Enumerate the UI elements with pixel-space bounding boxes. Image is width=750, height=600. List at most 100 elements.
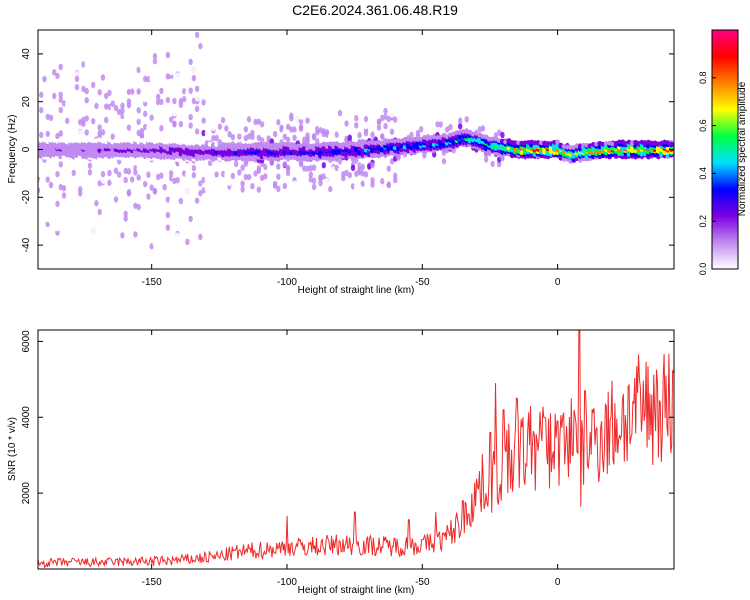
spectrogram-panel: -150 -100 -50 0 -40 -20 0 20 40 Height of strai… <box>7 29 675 296</box>
heat-cell <box>84 115 89 122</box>
heat-cell <box>120 107 125 114</box>
heat-cell <box>178 101 184 109</box>
heat-cell <box>74 63 80 71</box>
heat-cell <box>250 182 255 190</box>
y-tick-label: 0 <box>21 146 32 152</box>
heat-cell <box>188 215 193 223</box>
heat-cell <box>370 162 375 169</box>
heat-cell <box>243 173 249 181</box>
heat-cell <box>129 176 135 183</box>
heat-cell <box>142 55 148 63</box>
heat-cell <box>224 183 229 191</box>
heat-cell <box>58 130 63 137</box>
heat-cell <box>227 163 232 170</box>
heat-cell <box>38 102 41 109</box>
heat-cell <box>201 60 206 67</box>
heat-cell <box>298 118 304 125</box>
heat-cell <box>380 133 385 140</box>
heat-cell <box>61 224 67 231</box>
heat-cell <box>370 181 375 188</box>
heat-cell <box>214 112 219 120</box>
heat-cell <box>78 41 83 48</box>
heat-cell <box>146 264 151 269</box>
heat-cell <box>81 30 86 35</box>
heat-cell <box>65 73 70 80</box>
heat-cell <box>165 51 171 59</box>
heat-cell <box>104 103 109 110</box>
heat-cell <box>162 38 167 45</box>
heat-cell <box>318 165 323 172</box>
heat-cell <box>110 39 115 47</box>
heat-cell <box>194 128 200 135</box>
heat-cell <box>42 30 47 35</box>
heat-cell <box>68 37 73 44</box>
heat-cell <box>298 124 304 131</box>
heat-cell <box>39 107 44 114</box>
heat-cell <box>383 122 388 130</box>
x-tick-label: -50 <box>415 277 430 288</box>
heat-cell <box>42 247 47 254</box>
heat-cell <box>139 113 145 121</box>
heat-cell <box>256 118 262 125</box>
heat-cell <box>172 224 177 231</box>
heat-cell <box>55 72 60 80</box>
heat-cell <box>172 46 177 53</box>
heat-cell <box>321 173 326 180</box>
heat-cell <box>91 86 96 94</box>
heat-cell <box>107 179 112 186</box>
x-tick-label: -150 <box>142 277 162 288</box>
heat-cell <box>123 167 128 175</box>
heat-cell <box>380 108 385 115</box>
heat-cell <box>344 120 349 127</box>
heat-cell <box>500 155 505 162</box>
chart-title: C2E6.2024.361.06.48.R19 <box>292 2 458 18</box>
heat-cell <box>191 172 197 179</box>
heat-cell <box>399 158 404 166</box>
heat-cell <box>97 124 102 131</box>
heat-cell <box>480 125 486 132</box>
heat-cell <box>412 156 417 163</box>
heat-cell <box>185 171 190 178</box>
heat-cell <box>120 47 125 55</box>
heat-cell <box>38 187 41 194</box>
heat-cell <box>324 170 330 177</box>
heat-cell <box>246 173 252 181</box>
y-tick-label: 4000 <box>21 406 32 429</box>
heat-cell <box>178 197 184 205</box>
heat-cell <box>162 183 167 191</box>
heat-cell <box>227 179 232 187</box>
heat-cell <box>350 164 356 172</box>
heat-cell <box>175 72 180 79</box>
heat-cell <box>194 31 200 39</box>
heat-cell <box>292 134 297 142</box>
heat-cell <box>357 166 362 174</box>
heat-cell <box>159 125 164 132</box>
heat-cell <box>136 107 141 114</box>
heat-cell <box>282 127 288 134</box>
heat-cell <box>409 131 414 139</box>
heat-cell <box>168 78 174 85</box>
heat-cell <box>240 110 245 118</box>
heat-cell <box>120 102 125 109</box>
heat-cell <box>341 161 346 168</box>
heat-cell <box>243 160 249 167</box>
heat-cell <box>363 129 369 137</box>
y-tick-label: 40 <box>21 48 32 60</box>
heat-cell <box>65 254 70 262</box>
heat-cell <box>464 116 469 123</box>
heat-cell <box>159 216 164 223</box>
heat-cell <box>45 220 50 228</box>
heat-cell <box>282 161 288 168</box>
heat-cell <box>334 164 339 172</box>
heat-cell <box>39 131 44 139</box>
heat-cell <box>159 246 164 254</box>
heat-cell <box>363 171 369 178</box>
heat-cell <box>91 197 96 204</box>
heat-cell <box>217 123 223 130</box>
heat-cell <box>220 162 226 170</box>
heat-cell <box>259 121 265 128</box>
heat-cell <box>52 196 57 203</box>
heat-cell <box>58 91 63 98</box>
heat-cell <box>123 242 128 249</box>
heat-cell <box>52 92 57 100</box>
